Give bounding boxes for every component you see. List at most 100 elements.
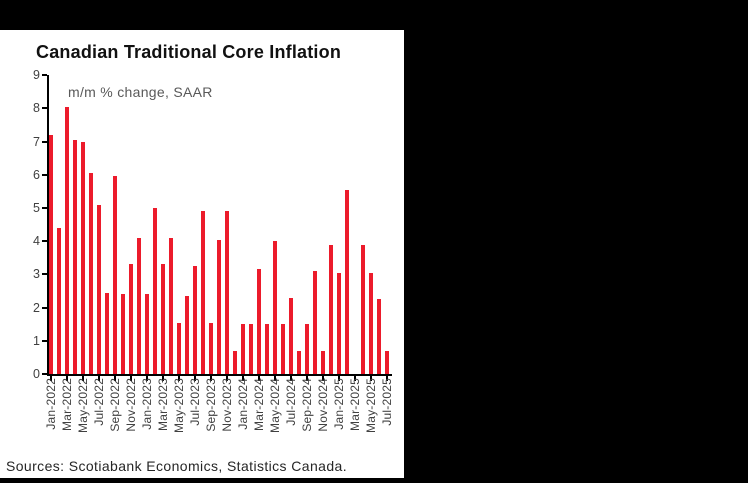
- x-tick-label: Jan-2024: [236, 378, 251, 430]
- x-tick-label: Jan-2022: [44, 378, 59, 430]
- chart-bar: [345, 189, 350, 374]
- chart-bar: [233, 350, 238, 374]
- y-tick: [42, 140, 47, 143]
- chart-bar: [153, 208, 158, 374]
- chart-bar: [305, 324, 310, 374]
- y-tick: [42, 74, 47, 77]
- x-tick-label: Jul-2024: [284, 378, 299, 426]
- y-tick-label: 1: [33, 333, 40, 348]
- x-tick: [306, 376, 309, 381]
- chart-bar: [177, 322, 182, 374]
- x-tick: [370, 376, 373, 381]
- chart-bar: [113, 176, 118, 374]
- x-tick: [354, 376, 357, 381]
- chart-bar: [273, 241, 278, 374]
- x-tick-label: Mar-2025: [348, 378, 363, 431]
- chart-bar: [361, 244, 366, 374]
- chart-bar: [265, 324, 270, 374]
- x-tick: [274, 376, 277, 381]
- chart-bar: [209, 322, 214, 374]
- chart-bar: [377, 299, 382, 374]
- x-tick-label: Sep-2024: [300, 378, 315, 432]
- x-axis-spine: [47, 374, 392, 376]
- chart-bar: [185, 295, 190, 374]
- x-tick: [98, 376, 101, 381]
- y-tick-label: 2: [33, 300, 40, 315]
- chart-bar: [369, 272, 374, 374]
- x-tick-label: Nov-2024: [316, 378, 331, 432]
- chart-bar: [81, 141, 86, 374]
- chart-card: Canadian Traditional Core Inflation m/m …: [0, 30, 404, 478]
- x-tick-label: Mar-2023: [156, 378, 171, 431]
- x-tick: [162, 376, 165, 381]
- chart-bar: [89, 173, 94, 374]
- x-tick: [338, 376, 341, 381]
- y-tick-label: 6: [33, 167, 40, 182]
- x-tick-label: Nov-2023: [220, 378, 235, 432]
- x-tick-label: Jan-2025: [332, 378, 347, 430]
- y-tick-label: 8: [33, 101, 40, 116]
- x-tick: [50, 376, 53, 381]
- x-tick: [146, 376, 149, 381]
- y-tick: [42, 339, 47, 342]
- chart-bar: [137, 237, 142, 374]
- chart-bar: [121, 294, 126, 374]
- chart-bar: [337, 272, 342, 374]
- chart-bar: [217, 239, 222, 374]
- y-axis-spine: [47, 75, 49, 376]
- chart-bar: [73, 139, 78, 374]
- y-tick-label: 7: [33, 134, 40, 149]
- x-tick-label: Jul-2022: [92, 378, 107, 426]
- y-tick-label: 0: [33, 367, 40, 381]
- y-tick-label: 9: [33, 68, 40, 83]
- chart-bar: [145, 294, 150, 374]
- chart-bar: [321, 350, 326, 374]
- x-tick: [258, 376, 261, 381]
- y-tick-label: 3: [33, 267, 40, 282]
- y-tick: [42, 273, 47, 276]
- x-tick-label: May-2023: [172, 378, 187, 433]
- y-tick: [42, 240, 47, 243]
- source-note: Sources: Scotiabank Economics, Statistic…: [6, 458, 347, 474]
- chart-bar: [193, 266, 198, 374]
- x-tick: [82, 376, 85, 381]
- chart-bar: [97, 204, 102, 374]
- y-tick: [42, 373, 47, 375]
- chart-bar: [49, 134, 54, 374]
- chart-bar: [201, 211, 206, 374]
- chart-bar: [313, 271, 318, 374]
- y-tick: [42, 207, 47, 209]
- chart-title: Canadian Traditional Core Inflation: [36, 42, 342, 62]
- y-tick-label: 5: [33, 201, 40, 215]
- x-tick-label: Mar-2022: [60, 378, 75, 431]
- x-tick: [194, 376, 197, 381]
- x-tick-label: Nov-2022: [124, 378, 139, 432]
- chart-bar: [385, 350, 390, 374]
- x-tick: [322, 376, 325, 381]
- x-tick-label: May-2022: [76, 378, 91, 433]
- chart-bar: [225, 211, 230, 374]
- x-tick: [66, 376, 69, 381]
- x-tick-label: May-2024: [268, 378, 283, 433]
- x-tick: [178, 376, 181, 381]
- x-tick: [386, 376, 389, 381]
- x-tick-label: Sep-2022: [108, 378, 123, 432]
- y-tick-label: 4: [33, 234, 40, 249]
- x-tick-label: Sep-2023: [204, 378, 219, 432]
- chart-bar: [169, 237, 174, 374]
- chart-bar: [161, 264, 166, 374]
- x-tick: [226, 376, 229, 381]
- x-tick-label: Jan-2023: [140, 378, 155, 430]
- chart-bar: [257, 269, 262, 374]
- chart-bar: [329, 244, 334, 374]
- x-tick: [114, 376, 117, 381]
- chart-bar: [241, 324, 246, 374]
- x-tick: [130, 376, 133, 381]
- chart-bar: [65, 106, 70, 374]
- chart-subtitle: m/m % change, SAAR: [68, 84, 213, 100]
- chart-bar: [297, 350, 302, 374]
- chart-bar: [249, 324, 254, 374]
- chart-bar: [281, 324, 286, 374]
- x-tick: [242, 376, 245, 381]
